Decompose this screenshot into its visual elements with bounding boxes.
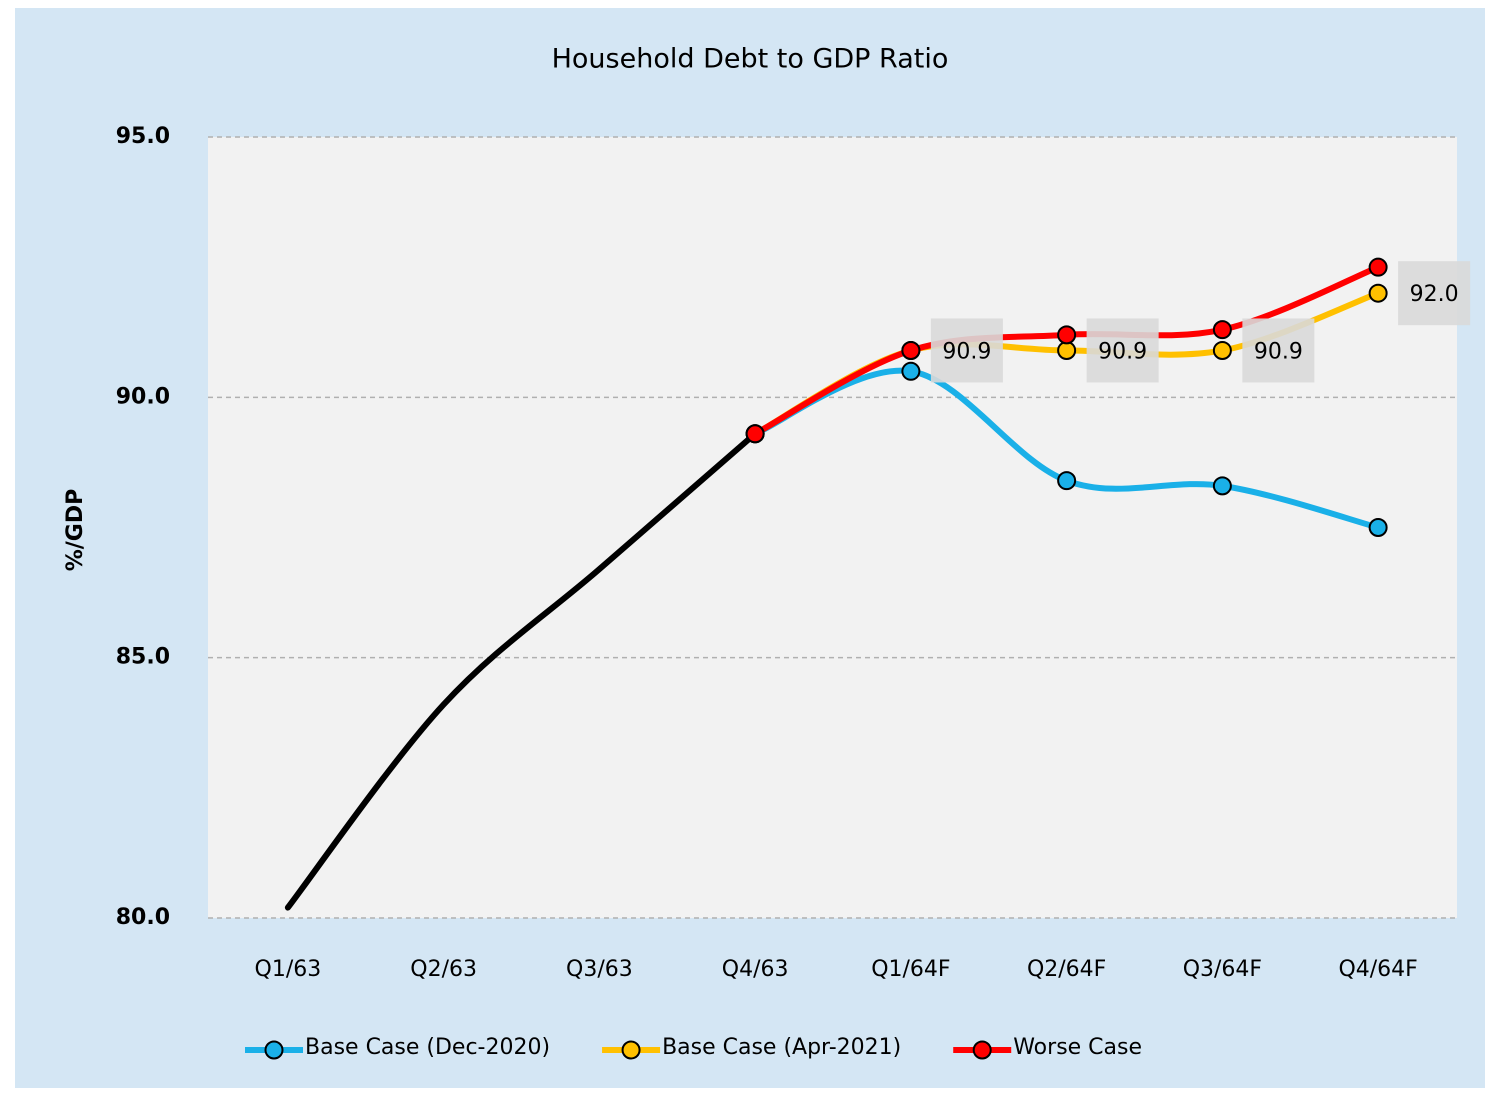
data-point <box>901 340 921 360</box>
legend-marker <box>621 1040 641 1060</box>
data-point <box>1212 320 1232 340</box>
legend-label: Base Case (Dec-2020) <box>305 1035 550 1060</box>
data-label-box <box>1398 261 1471 326</box>
data-label: 90.9 <box>1254 339 1303 364</box>
x-tick-label: Q3/63 <box>566 957 633 982</box>
legend-marker <box>264 1040 284 1060</box>
data-label-box <box>1242 318 1315 383</box>
plot-area <box>208 137 1457 918</box>
y-axis-label: %/GDP <box>63 489 88 572</box>
y-tick-label: 90.0 <box>116 384 170 409</box>
data-label-box <box>1086 318 1159 383</box>
data-point <box>1368 518 1388 537</box>
data-point <box>1368 257 1388 277</box>
data-point <box>1368 283 1388 303</box>
data-label: 92.0 <box>1410 282 1459 307</box>
data-point <box>901 361 921 381</box>
data-label: 90.9 <box>942 339 991 364</box>
x-tick-label: Q3/64F <box>1183 957 1262 982</box>
x-tick-label: Q1/64F <box>871 957 950 982</box>
y-tick-label: 80.0 <box>116 905 170 930</box>
x-tick-label: Q2/63 <box>410 957 477 982</box>
x-tick-label: Q2/64F <box>1027 957 1106 982</box>
data-point <box>1212 476 1232 496</box>
chart-title: Household Debt to GDP Ratio <box>552 44 949 75</box>
x-tick-label: Q1/63 <box>255 957 322 982</box>
data-point <box>1212 340 1232 360</box>
data-point <box>745 424 765 444</box>
x-tick-label: Q4/63 <box>722 957 789 982</box>
legend-marker <box>972 1040 992 1060</box>
legend-label: Base Case (Apr-2021) <box>662 1035 901 1060</box>
x-tick-label: Q4/64F <box>1338 957 1417 982</box>
data-label-box <box>930 318 1003 383</box>
y-tick-label: 95.0 <box>116 124 170 149</box>
data-point <box>1057 340 1077 360</box>
data-point <box>1057 471 1077 491</box>
data-point <box>1057 325 1077 345</box>
legend-label: Worse Case <box>1013 1035 1142 1060</box>
y-tick-label: 85.0 <box>116 645 170 670</box>
data-label: 90.9 <box>1098 339 1147 364</box>
series-line <box>284 430 759 911</box>
